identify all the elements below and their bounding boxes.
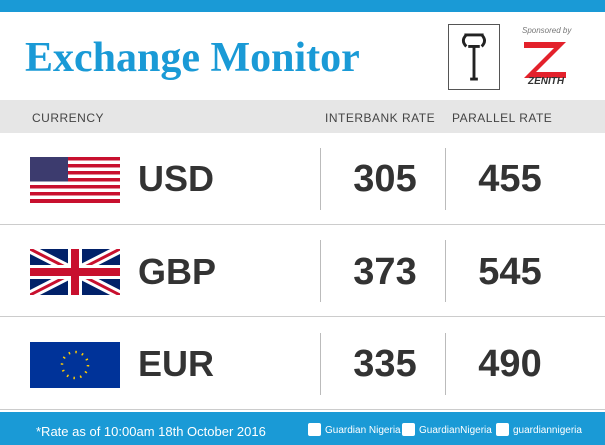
zenith-logo — [524, 42, 566, 78]
separator — [320, 333, 321, 395]
separator — [445, 240, 446, 302]
interbank-rate: 373 — [353, 251, 417, 293]
twitter-icon — [402, 423, 415, 436]
facebook-icon — [308, 423, 321, 436]
header-row — [0, 100, 605, 133]
interbank-rate: 305 — [353, 158, 417, 200]
sponsor-name: ZENITH — [528, 76, 565, 87]
table-row — [0, 318, 605, 410]
parallel-rate: 455 — [478, 158, 542, 200]
separator — [320, 240, 321, 302]
currency-code: USD — [138, 158, 215, 199]
instagram-icon — [496, 423, 509, 436]
column-header: INTERBANK RATE — [325, 111, 436, 125]
parallel-rate: 545 — [478, 251, 542, 293]
social-handle: guardiannigeria — [513, 425, 582, 436]
social-handle: GuardianNigeria — [419, 425, 492, 436]
separator — [445, 148, 446, 210]
title: Exchange Monitor — [25, 35, 360, 81]
interbank-rate: 335 — [353, 343, 417, 385]
sponsor-label: Sponsored by — [522, 26, 572, 35]
separator — [320, 148, 321, 210]
table-row — [0, 133, 605, 225]
currency-code: EUR — [138, 343, 215, 384]
parallel-rate: 490 — [478, 343, 542, 385]
top-bar — [0, 0, 605, 12]
rate-note: *Rate as of 10:00am 18th October 2016 — [36, 424, 266, 439]
table-row — [0, 225, 605, 317]
flag-usd — [30, 157, 120, 203]
separator — [445, 333, 446, 395]
social-handle: Guardian Nigeria — [325, 425, 401, 436]
column-header: PARALLEL RATE — [452, 111, 553, 125]
guardian-logo — [448, 24, 500, 90]
flag-gbp — [30, 249, 120, 295]
column-header: CURRENCY — [32, 111, 105, 125]
currency-code: GBP — [138, 251, 217, 292]
flag-eur — [30, 342, 120, 388]
